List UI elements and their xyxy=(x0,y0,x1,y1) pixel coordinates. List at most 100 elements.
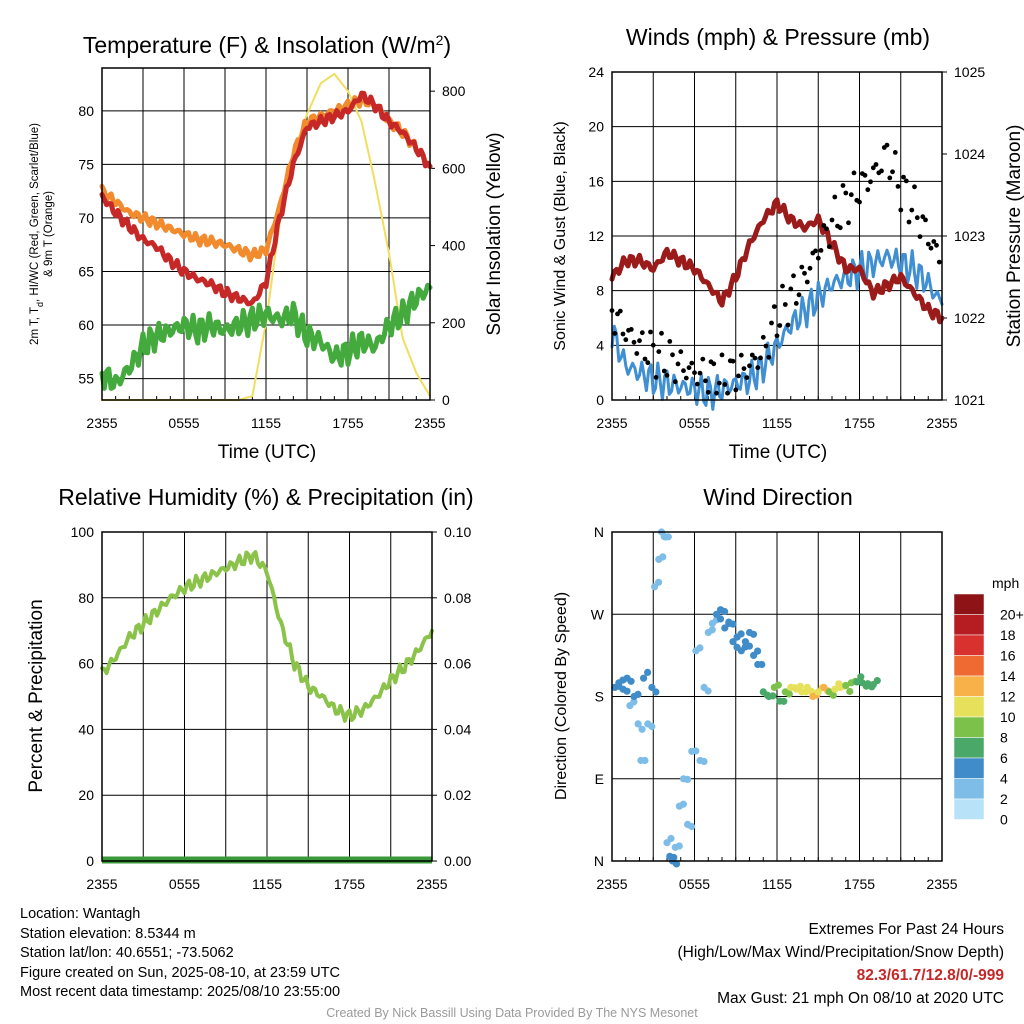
direction-point xyxy=(758,660,766,669)
x-axis-label: Time (UTC) xyxy=(218,442,317,463)
direction-point xyxy=(853,678,861,686)
gust-point xyxy=(868,179,873,185)
gust-point xyxy=(821,223,827,228)
direction-point xyxy=(664,533,672,541)
gust-point xyxy=(631,339,637,345)
gust-point xyxy=(796,292,802,298)
gust-point xyxy=(697,370,703,376)
gust-point xyxy=(744,375,750,380)
y2-tick-label: 1021 xyxy=(954,392,985,408)
legend-swatch xyxy=(953,675,985,697)
legend-swatch xyxy=(953,716,985,738)
gust-point xyxy=(738,352,744,358)
direction-point xyxy=(716,615,725,623)
x-tick-label: 1155 xyxy=(251,415,281,431)
gust-point xyxy=(769,320,774,326)
gust-point xyxy=(711,361,717,367)
gust-point xyxy=(851,170,857,176)
gust-point xyxy=(909,207,915,213)
panel-4: Wind Direction 2355 0555 1155 1755 2355 N E S W N D… xyxy=(553,484,1024,892)
gust-point xyxy=(843,190,849,196)
y2-axis-label: Solar Insolation (Yellow) xyxy=(484,132,505,335)
x-tick-label: 0555 xyxy=(168,415,199,431)
gust-point xyxy=(623,337,629,343)
max-gust: Max Gust: 21 mph On 08/10 at 2020 UTC xyxy=(717,990,1004,1007)
panel-1: Temperature (F) & Insolation (W/m2) 2355 0… xyxy=(29,32,505,463)
direction-point xyxy=(873,677,881,685)
legend-label: 10 xyxy=(1000,709,1016,725)
gust-point xyxy=(782,302,788,307)
direction-point xyxy=(769,692,777,700)
y2-axis-label: Station Pressure (Maroon) xyxy=(1004,125,1024,348)
gust-point xyxy=(870,165,876,171)
gust-point xyxy=(879,168,884,174)
gust-point xyxy=(890,169,895,175)
direction-point xyxy=(842,681,850,690)
gust-point xyxy=(815,255,821,261)
gust-point xyxy=(791,273,796,279)
direction-point xyxy=(652,688,660,696)
direction-point xyxy=(846,687,854,696)
station-location: Location: Wantagh xyxy=(20,906,141,922)
gust-point xyxy=(714,390,719,396)
gust-point xyxy=(774,333,780,339)
y-tick-label: 16 xyxy=(588,173,604,189)
gust-point xyxy=(639,330,645,336)
legend-label: 14 xyxy=(1000,668,1016,684)
legend-swatch xyxy=(953,757,985,779)
x-tick-label: 1755 xyxy=(844,415,875,431)
gust-point xyxy=(840,183,846,188)
gust-point xyxy=(895,184,901,189)
x-tick-label: 2355 xyxy=(926,415,957,431)
y-tick-label: 75 xyxy=(78,156,94,172)
x-tick-label: 1155 xyxy=(252,876,282,892)
y2-tick-label: 1025 xyxy=(954,64,985,80)
gust-point xyxy=(736,373,741,379)
direction-point xyxy=(634,690,642,699)
direction-point xyxy=(630,698,638,706)
gust-point xyxy=(675,361,681,367)
series-2m-t xyxy=(99,90,433,307)
direction-point xyxy=(683,775,692,784)
y2-tick-label: 0.08 xyxy=(444,590,471,606)
plot-frame xyxy=(101,67,431,401)
gust-point xyxy=(857,199,862,205)
direction-point xyxy=(659,553,667,561)
legend-swatch xyxy=(953,778,985,800)
station-info: Location: Wantagh Station elevation: 8.5… xyxy=(20,905,340,1003)
direction-point xyxy=(679,800,688,808)
gust-point xyxy=(771,304,777,309)
legend-label: 4 xyxy=(1000,770,1008,786)
gust-point xyxy=(848,192,854,198)
gust-point xyxy=(936,259,942,265)
direction-point xyxy=(640,674,648,682)
direction-point xyxy=(754,647,762,655)
gust-point xyxy=(755,365,761,371)
x-tick-label: 2355 xyxy=(86,415,117,431)
gust-point xyxy=(758,355,763,361)
legend-swatch xyxy=(953,614,985,636)
gust-point xyxy=(799,264,805,270)
gust-point xyxy=(873,162,879,167)
direction-point xyxy=(667,834,675,843)
gust-point xyxy=(846,220,851,226)
gust-point xyxy=(648,329,653,335)
y-tick-label: 0 xyxy=(596,392,604,408)
gust-point xyxy=(887,175,893,181)
gust-point xyxy=(749,352,755,358)
gust-point xyxy=(620,331,626,337)
gust-point xyxy=(884,142,890,148)
series-station-pressure xyxy=(609,197,945,325)
y2-tick-label: 0 xyxy=(442,392,450,408)
direction-point xyxy=(700,757,708,766)
y2-tick-label: 1022 xyxy=(954,310,985,326)
gust-point xyxy=(920,214,926,220)
legend-label: 16 xyxy=(1000,647,1016,663)
gust-point xyxy=(912,184,917,190)
legend-label: 0 xyxy=(1000,811,1008,827)
gust-point xyxy=(837,225,843,231)
y-tick-label: 0 xyxy=(86,853,94,869)
gust-point xyxy=(730,358,736,364)
y2-tick-label: 400 xyxy=(442,238,466,254)
gust-point xyxy=(716,380,722,386)
